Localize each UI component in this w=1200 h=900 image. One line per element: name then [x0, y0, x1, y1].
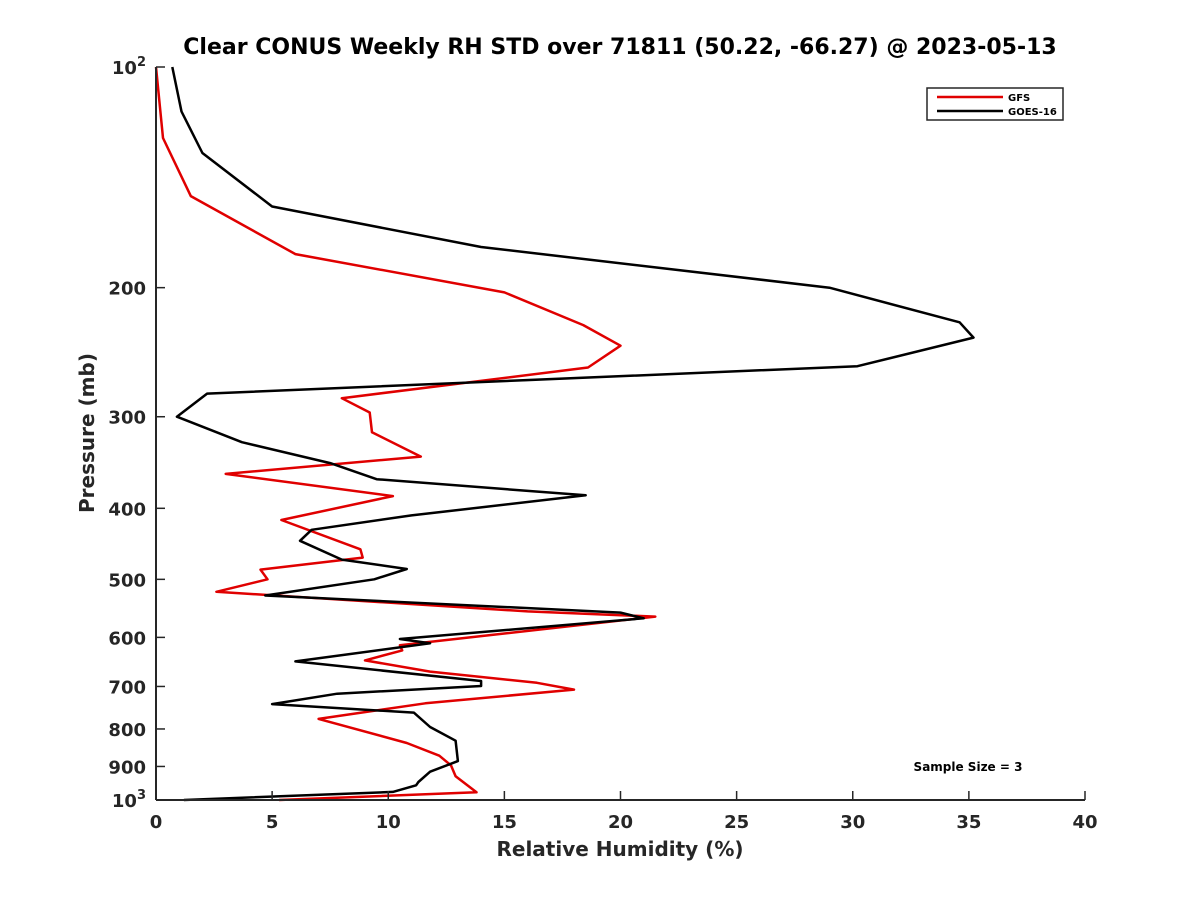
y-tick-label: 700 [108, 677, 146, 698]
y-tick-label: 800 [108, 720, 146, 741]
x-tick-label: 40 [1072, 812, 1097, 833]
y-tick-label: 300 [108, 408, 146, 429]
y-tick-label: 103 [112, 788, 146, 812]
x-ticks: 0 5 10 15 20 25 30 35 40 [150, 791, 1098, 833]
legend-label-goes16: GOES-16 [1008, 107, 1057, 118]
series-line-goes16 [171, 66, 975, 802]
y-tick-label: 500 [108, 570, 146, 591]
y-tick-label: 600 [108, 628, 146, 649]
series-line-gfs [154, 66, 657, 802]
chart-title: Clear CONUS Weekly RH STD over 71811 (50… [183, 35, 1056, 60]
x-tick-label: 5 [266, 812, 279, 833]
legend-label-gfs: GFS [1008, 93, 1030, 104]
x-tick-label: 20 [608, 812, 633, 833]
legend-box [926, 87, 1064, 121]
legend: GFS GOES-16 [926, 87, 1064, 121]
y-tick-label: 400 [108, 499, 146, 520]
y-ticks: 102 200 300 400 500 600 700 800 900 103 [108, 55, 165, 812]
x-tick-label: 10 [376, 812, 401, 833]
sample-size-note: Sample Size = 3 [914, 760, 1023, 774]
y-tick-label: 102 [112, 55, 146, 79]
x-tick-label: 15 [492, 812, 517, 833]
y-tick-label: 900 [108, 757, 146, 778]
x-tick-label: 30 [840, 812, 865, 833]
y-tick-label: 200 [108, 279, 146, 300]
x-tick-label: 25 [724, 812, 749, 833]
plot-lines [154, 66, 975, 802]
y-axis-label: Pressure (mb) [75, 353, 99, 513]
x-tick-label: 0 [150, 812, 163, 833]
x-tick-label: 35 [956, 812, 981, 833]
x-axis-label: Relative Humidity (%) [496, 837, 743, 861]
